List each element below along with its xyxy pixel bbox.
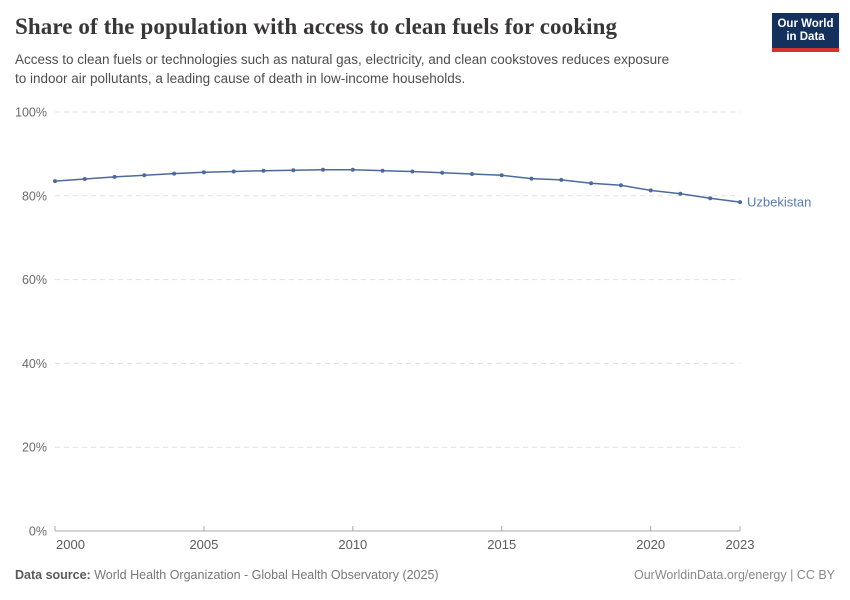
y-tick-label: 60% — [22, 273, 47, 287]
data-point — [53, 179, 57, 184]
data-point — [589, 181, 594, 186]
owid-logo[interactable]: Our World in Data — [772, 13, 839, 52]
data-point — [618, 183, 623, 188]
data-source: Data source: World Health Organization -… — [15, 568, 439, 582]
data-point — [648, 188, 653, 193]
chart-subtitle: Access to clean fuels or technologies su… — [15, 50, 669, 88]
data-point — [559, 177, 564, 182]
data-point — [410, 169, 415, 174]
data-point — [321, 167, 325, 172]
data-point — [678, 191, 683, 196]
chart-footer: Data source: World Health Organization -… — [15, 568, 835, 582]
data-source-label: Data source: — [15, 568, 91, 582]
entity-label: Uzbekistan — [747, 195, 811, 210]
subtitle-line-1: Access to clean fuels or technologies su… — [15, 52, 670, 67]
data-point — [112, 174, 117, 179]
owid-logo-line1: Our World — [777, 18, 834, 30]
y-tick-label: 0% — [29, 525, 47, 539]
data-point — [440, 170, 445, 175]
x-tick-label: 2000 — [56, 537, 85, 552]
data-point — [529, 176, 534, 181]
series-line — [54, 169, 741, 203]
x-tick-label: 2023 — [726, 537, 755, 552]
y-tick-label: 100% — [15, 106, 47, 120]
y-tick-label: 40% — [22, 357, 47, 371]
data-point — [350, 167, 355, 172]
owid-logo-line2: in Data — [786, 31, 825, 43]
x-tick-label: 2020 — [636, 537, 665, 552]
x-tick-label: 2015 — [487, 537, 516, 552]
y-tick-label: 20% — [22, 441, 47, 455]
x-tick-label: 2005 — [189, 537, 218, 552]
subtitle-line-2: to indoor air pollutants, a leading caus… — [15, 71, 466, 86]
data-point — [708, 196, 713, 201]
data-point — [231, 169, 236, 174]
data-point — [380, 168, 385, 173]
page-title: Share of the population with access to c… — [15, 14, 618, 39]
y-tick-label: 80% — [22, 189, 47, 203]
data-point — [470, 172, 474, 176]
data-point — [82, 177, 87, 181]
data-point — [142, 173, 147, 178]
data-point — [172, 171, 177, 176]
x-tick-label: 2010 — [338, 537, 367, 552]
data-point — [291, 168, 296, 173]
data-point — [261, 168, 266, 173]
data-point — [738, 200, 742, 205]
data-point — [499, 173, 504, 178]
data-source-text: World Health Organization - Global Healt… — [90, 568, 439, 582]
credit-link[interactable]: OurWorldinData.org/energy | CC BY — [633, 568, 835, 582]
data-point — [201, 170, 206, 175]
